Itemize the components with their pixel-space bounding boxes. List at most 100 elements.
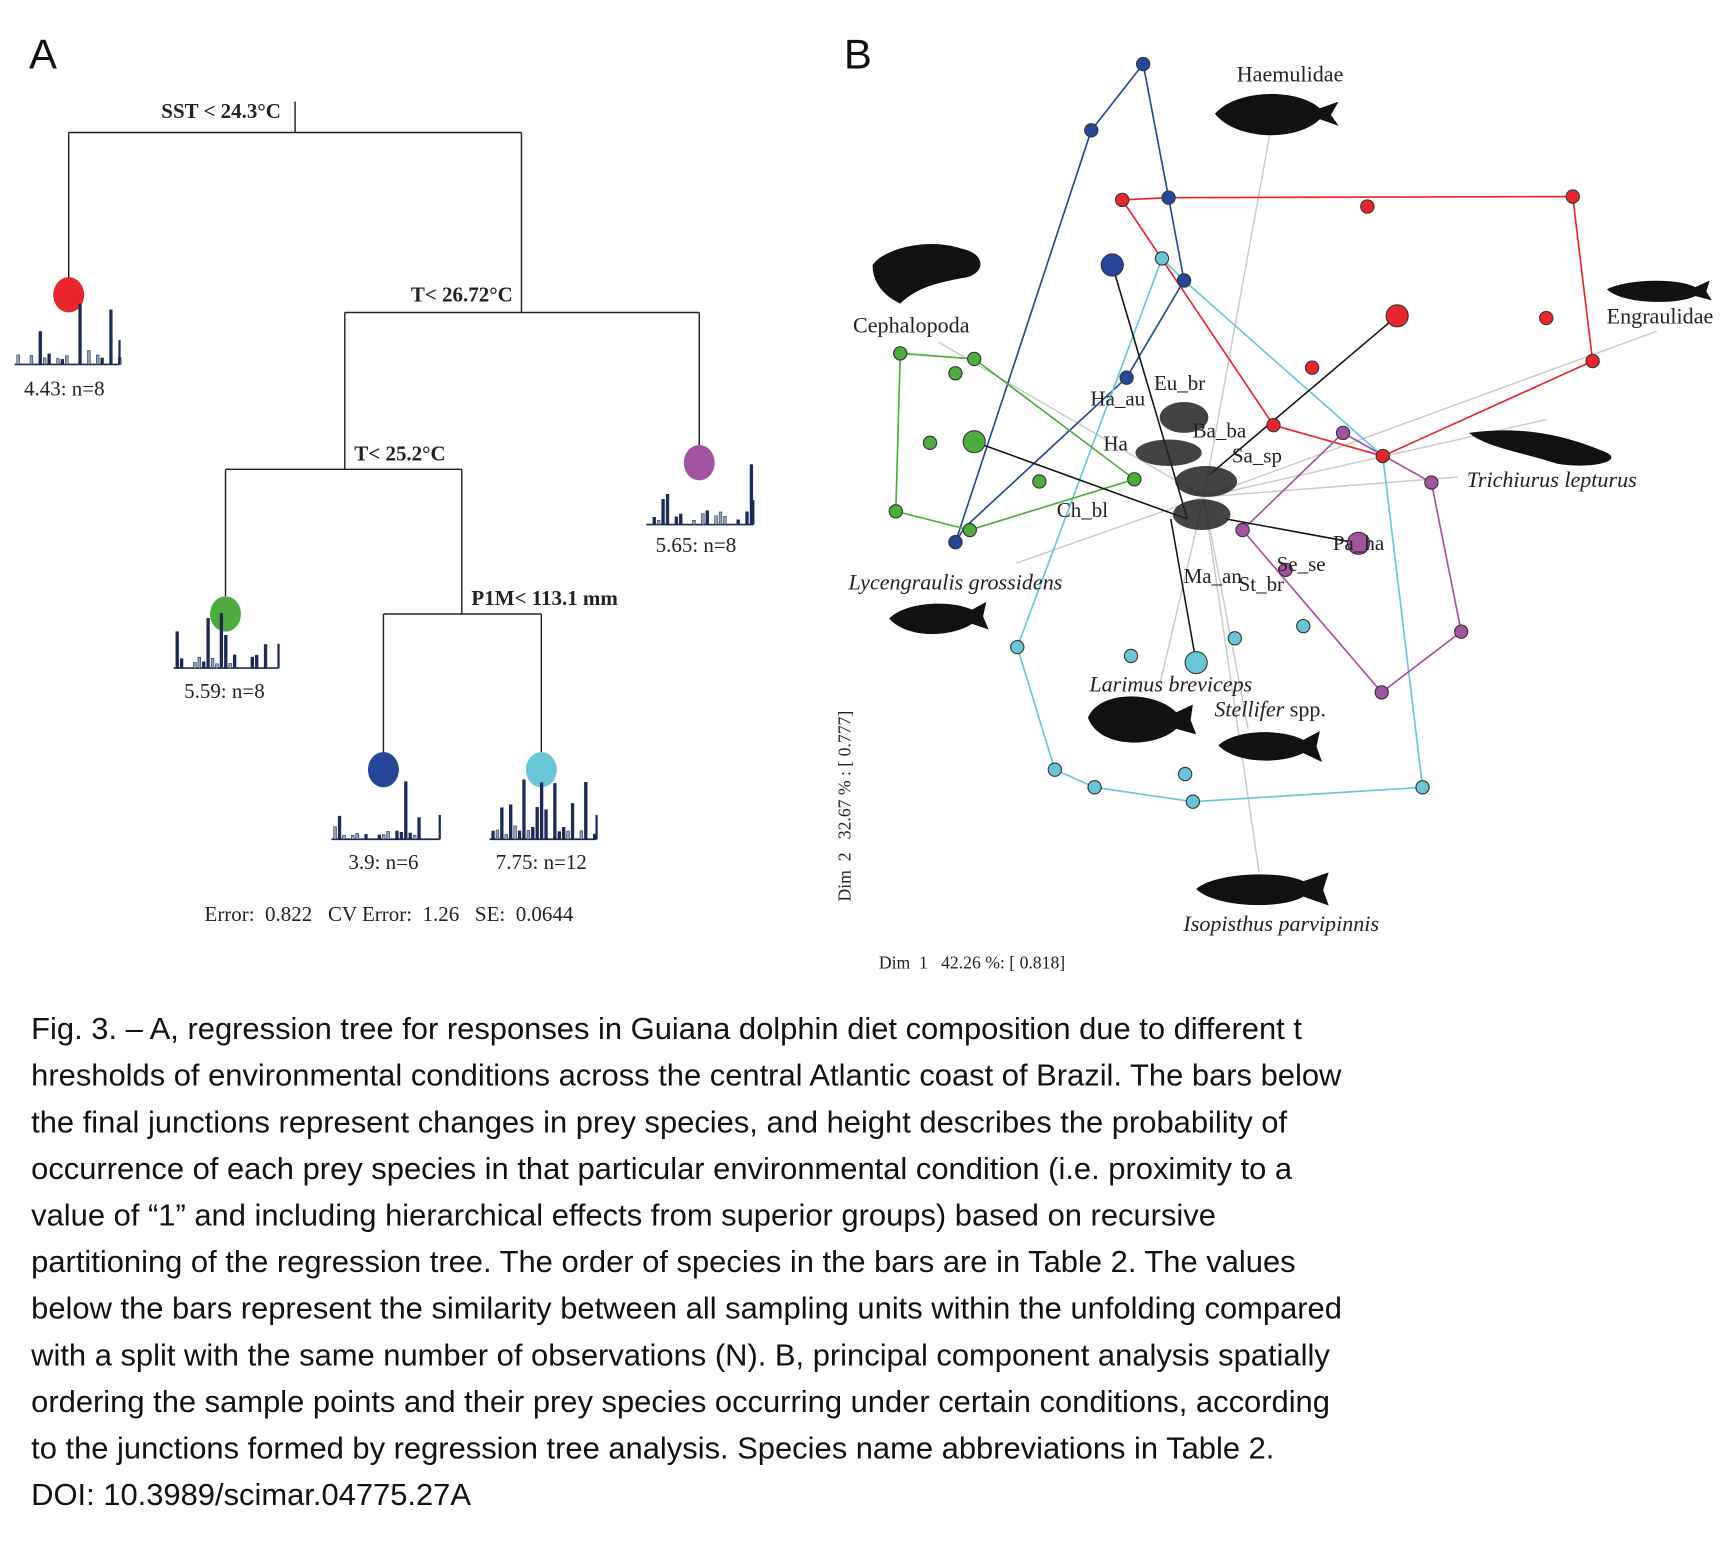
point: [1115, 192, 1130, 208]
barplot-bar: [745, 511, 749, 525]
barplot-bar: [526, 830, 531, 840]
taxon-label: Trichiurus lepturus: [1467, 467, 1637, 492]
species-code: Ba_ba: [1193, 418, 1247, 442]
node-green: [210, 596, 241, 632]
point: [1375, 448, 1390, 464]
link: [1111, 264, 1189, 520]
point: [1161, 190, 1176, 205]
point: [1585, 353, 1600, 369]
cephalopod: [872, 244, 981, 304]
species-code: Ha_au: [1090, 386, 1145, 410]
point: [948, 535, 963, 550]
barplot-bar: [56, 358, 60, 365]
barplot-bar: [553, 783, 557, 840]
species-code: Pa_ha: [1333, 531, 1385, 555]
point: [1032, 474, 1047, 489]
centroid: [1184, 650, 1208, 675]
barplot-bar: [562, 827, 566, 840]
point: [1539, 310, 1554, 326]
centroid: [1385, 304, 1409, 328]
taxon-label: Isopisthus parvipinnis: [1182, 911, 1379, 936]
axis-x-label: Dim 1 42.26 %: [ 0.818]: [879, 952, 1065, 972]
point: [1424, 475, 1439, 490]
species-code: Sa_sp: [1232, 444, 1282, 468]
cluster-blob: [1172, 499, 1231, 531]
link: [1208, 315, 1398, 476]
barplot-bar: [386, 831, 390, 840]
vector: [1015, 496, 1205, 564]
caption: Fig. 3. – A, regression tree for respons…: [30, 1011, 1342, 1512]
link: [1170, 518, 1197, 663]
fish-haemulidae: [1214, 93, 1339, 136]
hull-purple: [1241, 432, 1463, 694]
barplot-bar: [408, 832, 412, 840]
barplot-bar: [65, 355, 69, 365]
point: [1127, 472, 1142, 487]
fish-larimus: [1087, 696, 1197, 743]
barplot-bar: [364, 834, 368, 840]
leaf-label: 4.43: n=8: [24, 376, 105, 400]
point: [1084, 123, 1099, 138]
axis-y-label: Dim 2 32.67 % : [ 0.777]: [835, 711, 855, 902]
vector: [1203, 496, 1260, 873]
centroid: [1346, 531, 1371, 555]
centroid-links: [973, 264, 1398, 663]
panel-label: A: [29, 30, 57, 77]
caption-line: ordering the sample points and their pre…: [31, 1384, 1330, 1419]
point: [893, 346, 908, 361]
barplot-bar: [60, 359, 65, 365]
point: [1227, 631, 1243, 646]
cluster-blob: [1175, 466, 1238, 497]
caption-line: partitioning of the regression tree. The…: [31, 1244, 1295, 1279]
biplot-vectors: [938, 132, 1657, 873]
vector: [938, 341, 1205, 498]
barplot-bar: [206, 618, 210, 669]
barplot-bar: [351, 834, 355, 840]
barplot-bar: [674, 516, 678, 525]
barplot-bar: [665, 493, 670, 525]
leaf-label: 5.59: n=8: [184, 679, 265, 703]
barplot-bar: [661, 499, 665, 525]
point: [1278, 562, 1293, 577]
link: [1225, 518, 1359, 545]
vector: [1203, 496, 1249, 729]
fish-isopisthus: [1196, 872, 1329, 906]
barplot-bar: [517, 830, 522, 840]
barplot-bar: [579, 830, 584, 840]
barplot-bar: [417, 817, 421, 840]
barplot-bar: [175, 631, 179, 669]
barplot-bar: [495, 829, 500, 840]
barplot-bar: [255, 654, 259, 669]
taxon-genus: Stellifer: [1214, 697, 1284, 722]
barplot-bar: [355, 833, 359, 840]
point: [1135, 56, 1151, 72]
barplot-bar: [679, 513, 683, 525]
barplot-bar: [705, 510, 709, 525]
label-cluster: [1135, 401, 1238, 531]
taxon-label: Engraulidae: [1607, 304, 1714, 329]
barplot-bar: [657, 520, 661, 525]
fish-engraulidae: [1606, 280, 1712, 302]
caption-line: hresholds of environmental conditions ac…: [31, 1058, 1342, 1093]
barplot-bar: [197, 656, 201, 669]
point: [1454, 624, 1469, 639]
point: [1154, 251, 1170, 266]
barplot-bar: [500, 807, 504, 840]
barplot-bar: [535, 807, 539, 840]
caption-line: to the junctions formed by regression tr…: [31, 1431, 1274, 1466]
point: [1010, 639, 1025, 655]
regression-tree: [67, 101, 700, 754]
barplot-bar: [692, 519, 696, 525]
barplot-bar: [228, 663, 232, 669]
barplot-bar: [342, 835, 346, 840]
point: [967, 351, 982, 367]
fish-stellifer: [1218, 731, 1323, 762]
leaf-label: 7.75: n=12: [496, 850, 587, 874]
point: [1304, 360, 1320, 375]
barplot-bar: [395, 830, 399, 840]
species-code: St_br: [1239, 572, 1284, 596]
centroid: [1100, 253, 1124, 277]
barplot-bar: [736, 519, 740, 525]
taxon-label: Cephalopoda: [853, 312, 970, 337]
